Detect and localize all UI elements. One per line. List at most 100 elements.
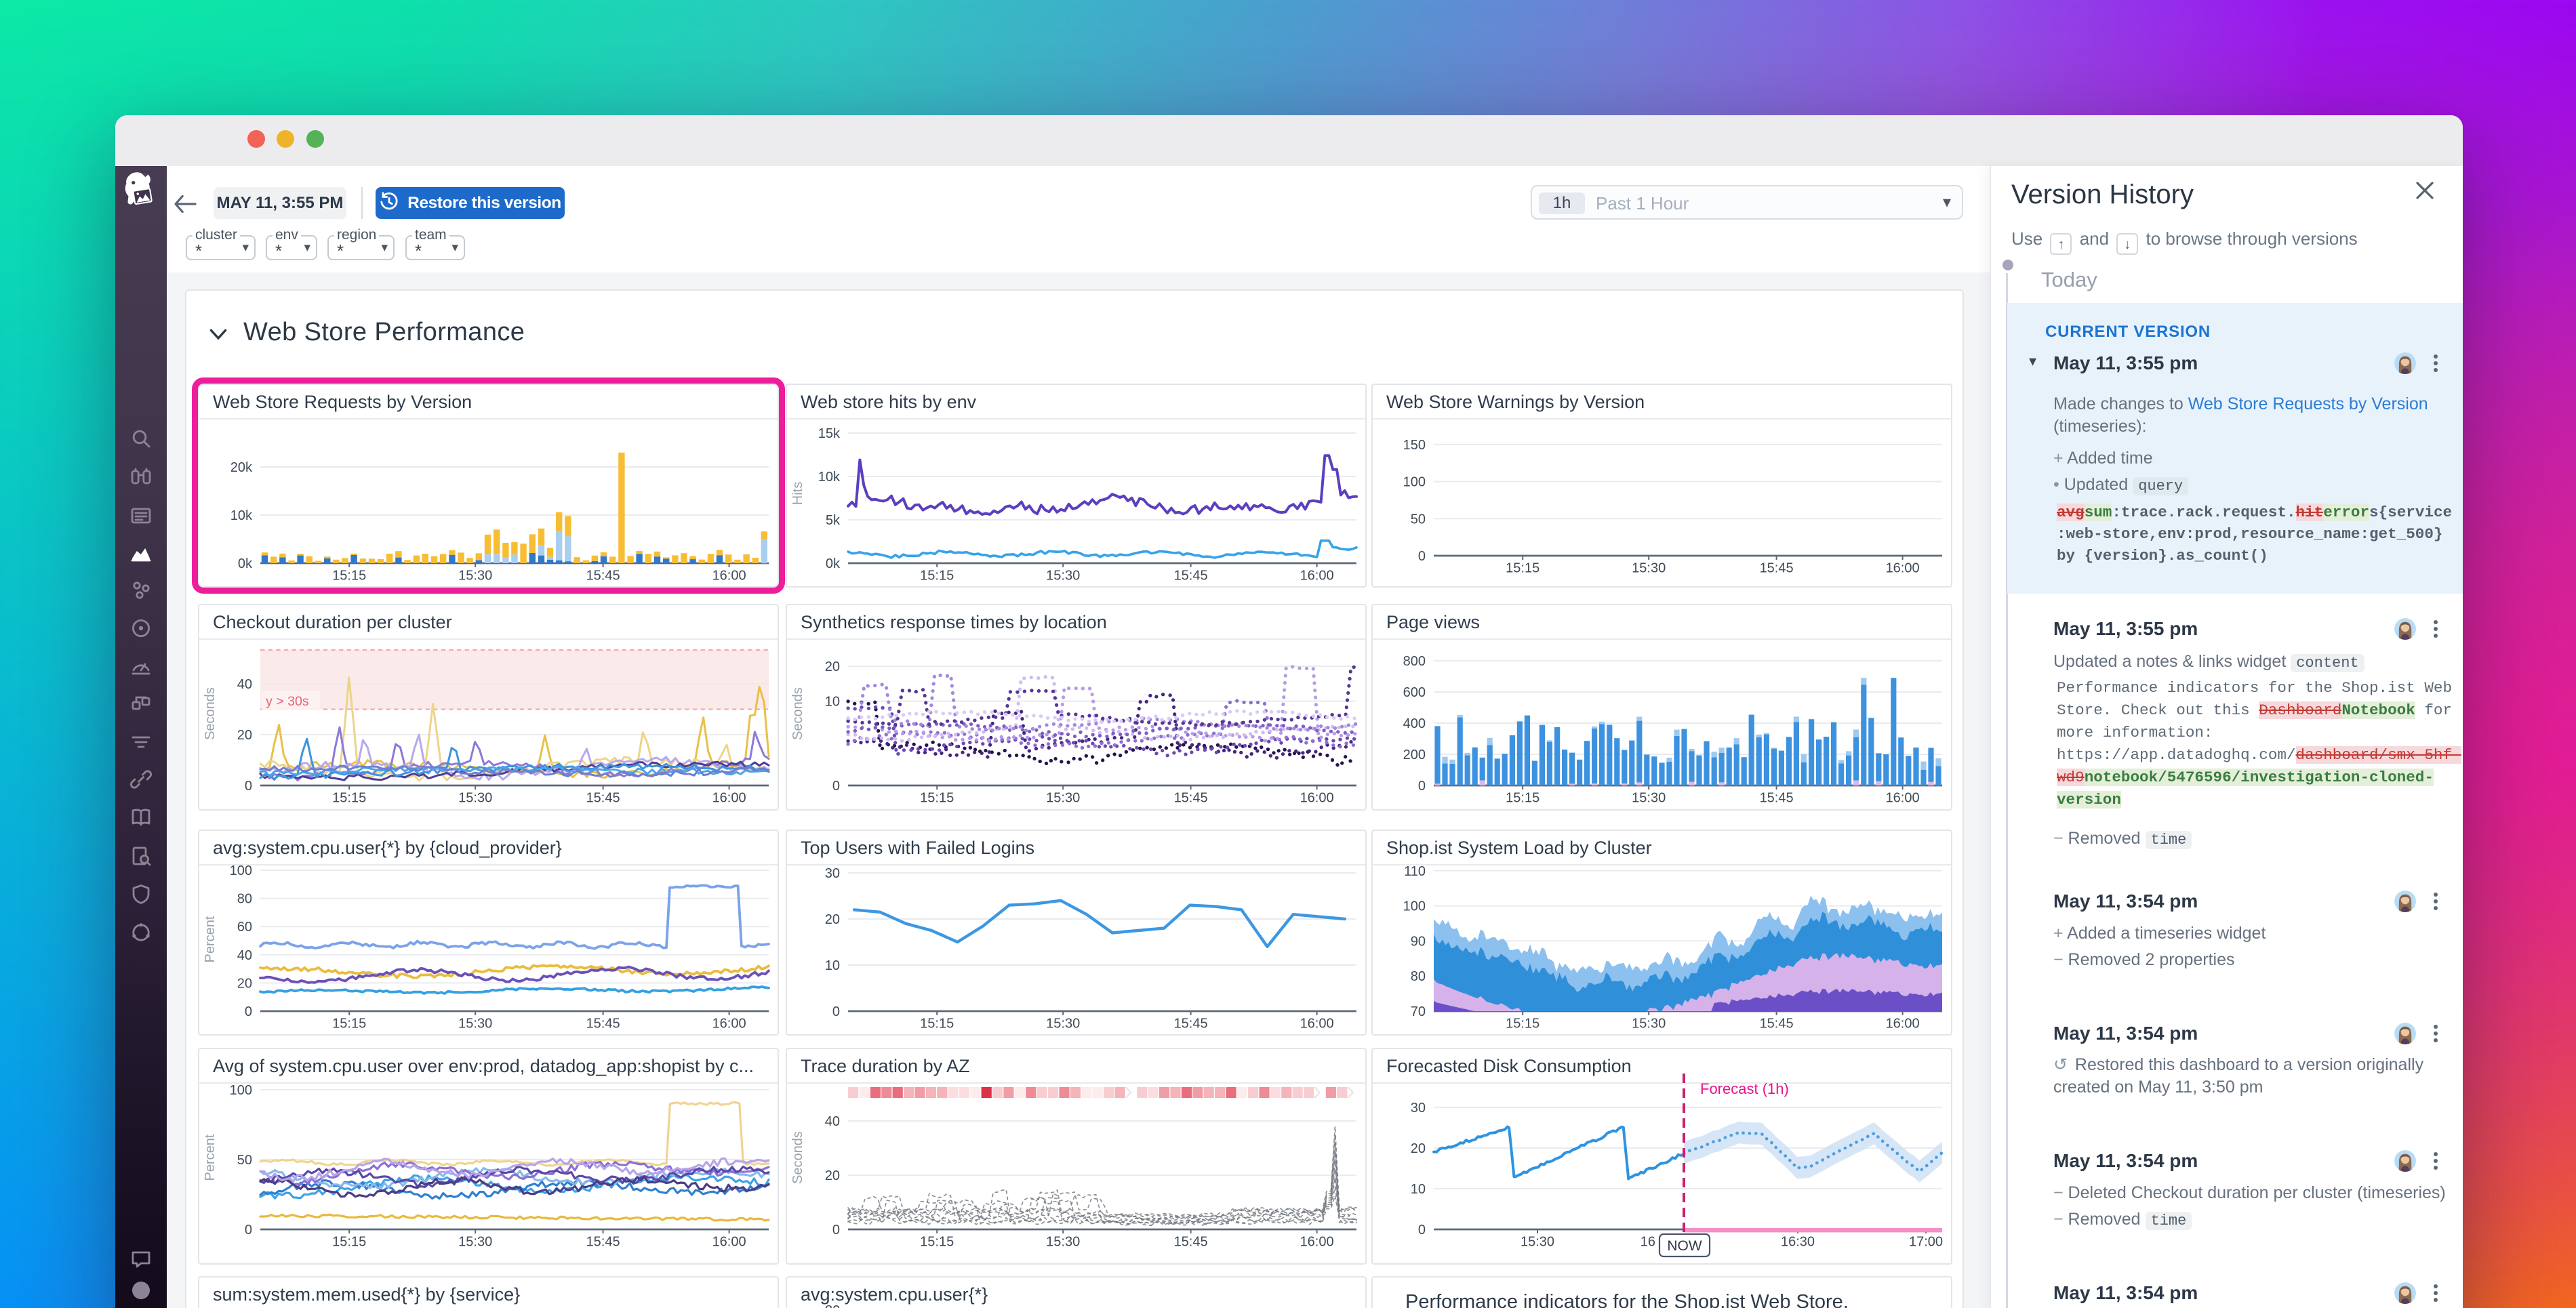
svg-text:100: 100 — [1403, 474, 1426, 489]
svg-text:Seconds: Seconds — [203, 687, 218, 740]
svg-text:16:30: 16:30 — [1781, 1234, 1815, 1249]
svg-text:20: 20 — [1411, 1141, 1426, 1156]
svg-text:100: 100 — [230, 1083, 252, 1098]
svg-text:20: 20 — [825, 1168, 840, 1183]
svg-text:110: 110 — [1404, 863, 1426, 878]
svg-text:50: 50 — [1411, 512, 1426, 527]
svg-text:16:00: 16:00 — [1300, 790, 1334, 805]
svg-text:15:30: 15:30 — [1046, 790, 1080, 805]
svg-text:15:15: 15:15 — [1506, 560, 1539, 575]
svg-text:15:30: 15:30 — [1521, 1234, 1554, 1249]
svg-text:80: 80 — [1411, 969, 1426, 984]
svg-text:0: 0 — [245, 779, 252, 794]
svg-text:y > 30s: y > 30s — [266, 694, 309, 709]
svg-text:30: 30 — [1411, 1101, 1426, 1116]
svg-text:15:15: 15:15 — [920, 568, 954, 583]
svg-text:40: 40 — [237, 947, 252, 962]
svg-text:600: 600 — [1403, 685, 1426, 700]
svg-text:NOW: NOW — [1667, 1238, 1702, 1254]
svg-text:200: 200 — [1403, 748, 1426, 762]
svg-text:15:45: 15:45 — [1760, 1016, 1794, 1031]
svg-text:80: 80 — [237, 891, 252, 906]
svg-text:Hits: Hits — [790, 482, 805, 505]
svg-text:16:00: 16:00 — [1300, 1016, 1334, 1031]
svg-text:50: 50 — [237, 1153, 252, 1168]
svg-text:40: 40 — [825, 1114, 840, 1129]
svg-text:15:30: 15:30 — [1046, 1016, 1080, 1031]
svg-text:15:15: 15:15 — [920, 1234, 954, 1249]
svg-text:20: 20 — [825, 912, 840, 927]
svg-text:20: 20 — [237, 976, 252, 991]
svg-text:15:30: 15:30 — [1046, 568, 1080, 583]
svg-text:0: 0 — [832, 779, 840, 794]
svg-text:15:30: 15:30 — [1632, 790, 1666, 805]
svg-text:70: 70 — [1411, 1004, 1426, 1019]
svg-text:0: 0 — [832, 1004, 840, 1019]
svg-text:20k: 20k — [230, 460, 253, 475]
svg-text:15:45: 15:45 — [1174, 790, 1208, 805]
svg-text:16:00: 16:00 — [1886, 1016, 1920, 1031]
svg-text:60: 60 — [237, 920, 252, 935]
svg-text:800: 800 — [1403, 654, 1426, 669]
svg-text:?: ? — [137, 1284, 145, 1299]
svg-text:Percent: Percent — [203, 916, 218, 962]
svg-text:15:15: 15:15 — [332, 568, 366, 583]
svg-text:15:30: 15:30 — [1046, 1234, 1080, 1249]
svg-text:16: 16 — [1641, 1234, 1655, 1249]
svg-text:16:00: 16:00 — [712, 790, 746, 805]
svg-text:15:45: 15:45 — [586, 790, 620, 805]
svg-text:17:00: 17:00 — [1909, 1234, 1943, 1249]
svg-text:Seconds: Seconds — [790, 1131, 805, 1184]
svg-text:10: 10 — [825, 695, 840, 710]
svg-text:0: 0 — [1418, 549, 1426, 564]
svg-text:15:15: 15:15 — [920, 790, 954, 805]
svg-text:15:15: 15:15 — [332, 1016, 366, 1031]
svg-text:15:45: 15:45 — [1760, 790, 1794, 805]
svg-text:0k: 0k — [238, 556, 253, 571]
svg-text:15:30: 15:30 — [458, 1234, 492, 1249]
svg-text:15:15: 15:15 — [332, 1234, 366, 1249]
svg-text:15:30: 15:30 — [458, 790, 492, 805]
svg-text:15:15: 15:15 — [920, 1016, 954, 1031]
svg-text:16:00: 16:00 — [1300, 1234, 1334, 1249]
svg-text:16:00: 16:00 — [712, 1234, 746, 1249]
svg-text:16:00: 16:00 — [1300, 568, 1334, 583]
svg-text:10: 10 — [825, 958, 840, 973]
svg-text:15:15: 15:15 — [332, 790, 366, 805]
svg-text:5k: 5k — [826, 513, 841, 528]
svg-text:Seconds: Seconds — [790, 687, 805, 740]
svg-text:100: 100 — [1403, 899, 1426, 914]
svg-text:0k: 0k — [826, 556, 841, 571]
svg-text:10: 10 — [1411, 1182, 1426, 1197]
svg-text:0: 0 — [832, 1223, 840, 1238]
svg-text:15:30: 15:30 — [458, 1016, 492, 1031]
svg-text:16:00: 16:00 — [712, 568, 746, 583]
svg-text:15:45: 15:45 — [586, 1234, 620, 1249]
svg-text:400: 400 — [1403, 716, 1426, 731]
svg-text:15:45: 15:45 — [586, 1016, 620, 1031]
svg-text:15:30: 15:30 — [1632, 1016, 1666, 1031]
svg-text:40: 40 — [237, 677, 252, 692]
svg-text:90: 90 — [1411, 934, 1426, 949]
svg-text:10k: 10k — [230, 508, 253, 523]
svg-text:16:00: 16:00 — [712, 1016, 746, 1031]
svg-text:15:30: 15:30 — [458, 568, 492, 583]
svg-text:0: 0 — [245, 1004, 252, 1019]
svg-text:15:45: 15:45 — [1174, 568, 1208, 583]
svg-text:16:00: 16:00 — [1886, 790, 1920, 805]
svg-text:20: 20 — [237, 728, 252, 743]
svg-text:15:15: 15:15 — [1506, 790, 1539, 805]
svg-text:15:45: 15:45 — [586, 568, 620, 583]
svg-text:15:45: 15:45 — [1174, 1016, 1208, 1031]
svg-text:10k: 10k — [818, 470, 841, 485]
svg-text:15:45: 15:45 — [1174, 1234, 1208, 1249]
svg-text:100: 100 — [230, 863, 252, 878]
svg-text:15k: 15k — [818, 426, 841, 441]
svg-text:15:30: 15:30 — [1632, 560, 1666, 575]
svg-text:15:15: 15:15 — [1506, 1016, 1539, 1031]
svg-text:0: 0 — [245, 1223, 252, 1238]
svg-text:0: 0 — [1418, 779, 1426, 794]
svg-text:30: 30 — [825, 866, 840, 881]
svg-text:Forecast (1h): Forecast (1h) — [1700, 1080, 1789, 1097]
svg-text:0: 0 — [1418, 1223, 1426, 1238]
